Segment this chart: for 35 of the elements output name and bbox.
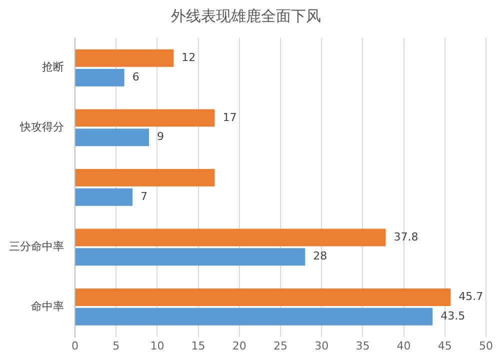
bar xyxy=(76,228,386,246)
x-tick-label: 10 xyxy=(150,339,164,352)
x-tick-label: 35 xyxy=(356,339,370,352)
bar xyxy=(76,49,174,67)
y-tick-label: 抢断 xyxy=(42,60,64,74)
x-tick-label: 30 xyxy=(314,339,329,352)
bar xyxy=(76,308,433,326)
x-tick-label: 45 xyxy=(438,339,452,352)
bar xyxy=(76,128,149,146)
data-label: 9 xyxy=(156,130,164,144)
x-tick-label: 20 xyxy=(232,339,246,352)
data-label: 45.7 xyxy=(458,290,484,304)
x-tick-label: 40 xyxy=(396,339,411,352)
y-tick-label: 快攻得分 xyxy=(19,120,64,134)
data-label: 7 xyxy=(140,190,148,203)
data-label: 6 xyxy=(132,70,140,84)
bar xyxy=(76,168,215,186)
bar xyxy=(76,248,306,266)
x-tick-label: 50 xyxy=(479,339,493,352)
data-label: 37.8 xyxy=(394,230,418,244)
x-tick-label: 5 xyxy=(112,339,120,352)
x-tick-label: 15 xyxy=(191,339,206,352)
data-label: 17 xyxy=(222,110,237,124)
y-tick-label: 三分命中率 xyxy=(9,240,64,254)
bar xyxy=(76,288,451,306)
chart-title: 外线表现雄鹿全面下风 xyxy=(171,6,321,25)
bar xyxy=(76,109,215,127)
y-tick-label: 命中率 xyxy=(31,300,64,313)
bar xyxy=(76,68,124,86)
bar xyxy=(76,188,133,206)
data-label: 43.5 xyxy=(440,309,466,322)
data-label: 12 xyxy=(182,51,196,64)
x-tick-label: 25 xyxy=(274,339,288,352)
data-label: 28 xyxy=(313,250,328,263)
x-tick-label: 0 xyxy=(72,339,78,352)
